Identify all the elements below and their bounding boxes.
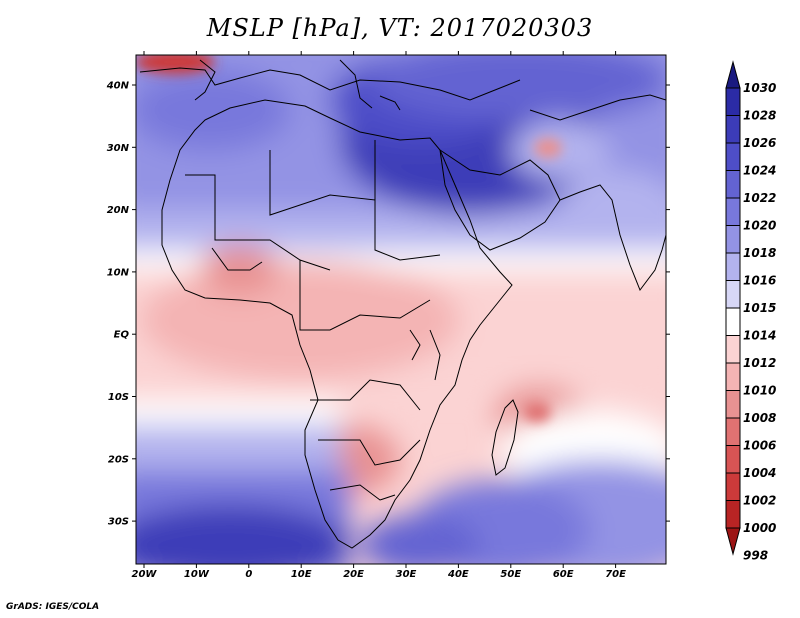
legend-swatch <box>725 87 741 116</box>
legend-label: 1012 <box>743 356 776 370</box>
color-legend: 1030 1028 1026 1024 1022 1020 1018 1016 1015 1014… <box>725 60 776 563</box>
legend-swatch <box>725 417 741 446</box>
legend-swatch <box>725 280 741 309</box>
lon-label: 70E <box>605 569 626 580</box>
legend-label: 1014 <box>743 329 776 343</box>
latitude-axis: 40N 30N 20N 10N EQ 10S 20S 30S <box>106 81 670 528</box>
legend-swatch <box>725 307 741 336</box>
legend-swatch <box>725 252 741 281</box>
legend-swatch <box>725 115 741 144</box>
pressure-field <box>136 55 666 564</box>
legend-label: 1018 <box>743 246 776 260</box>
lat-label: 30N <box>107 143 130 154</box>
lat-label: EQ <box>114 330 130 341</box>
lon-label: 20E <box>343 569 364 580</box>
legend-label: 1000 <box>743 521 776 535</box>
lat-label: 40N <box>106 81 130 92</box>
credit-text: GrADS: IGES/COLA <box>6 602 100 612</box>
legend-label: 1004 <box>743 466 776 480</box>
longitude-axis: 20W 10W 0 10E 20E 30E 40E 50E 60E 70E <box>132 51 626 580</box>
legend-label: 1010 <box>743 384 776 398</box>
lon-label: 40E <box>447 569 469 580</box>
lon-label: 60E <box>553 569 574 580</box>
legend-label: 1006 <box>743 439 776 453</box>
legend-label: 1030 <box>743 81 776 95</box>
legend-label: 1028 <box>743 109 776 123</box>
map-title: MSLP [hPa], VT: 2017020303 <box>206 14 594 42</box>
lat-label: 20N <box>107 205 130 216</box>
legend-label: 1002 <box>743 494 776 508</box>
lon-label: 10W <box>184 569 210 580</box>
lon-label: 50E <box>500 569 521 580</box>
legend-label: 998 <box>743 549 768 563</box>
legend-label: 1020 <box>743 219 776 233</box>
legend-swatch <box>725 60 741 89</box>
legend-swatch <box>725 170 741 199</box>
legend-swatch <box>725 390 741 419</box>
legend-label: 1022 <box>743 191 776 205</box>
lat-label: 10N <box>107 267 130 278</box>
lat-label: 30S <box>108 517 129 528</box>
plot-frame <box>135 54 667 565</box>
legend-swatch <box>725 335 741 364</box>
legend-swatch <box>725 225 741 254</box>
legend-label: 1008 <box>743 411 776 425</box>
lon-label: 10E <box>291 569 312 580</box>
legend-label: 1026 <box>743 136 776 150</box>
legend-swatch <box>725 445 741 474</box>
legend-swatch <box>725 142 741 171</box>
legend-label: 1024 <box>743 164 776 178</box>
lat-label: 20S <box>108 454 129 465</box>
legend-label: 1016 <box>743 274 776 288</box>
legend-swatch <box>725 197 741 226</box>
legend-swatch <box>725 500 741 529</box>
coastlines <box>139 59 666 549</box>
legend-swatch <box>725 362 741 391</box>
lat-label: 10S <box>108 392 129 403</box>
lon-label: 20W <box>132 569 158 580</box>
lon-label: 0 <box>245 569 252 580</box>
legend-swatch <box>725 527 741 556</box>
legend-swatch <box>725 472 741 501</box>
legend-label: 1015 <box>743 301 776 315</box>
lon-label: 30E <box>396 569 417 580</box>
